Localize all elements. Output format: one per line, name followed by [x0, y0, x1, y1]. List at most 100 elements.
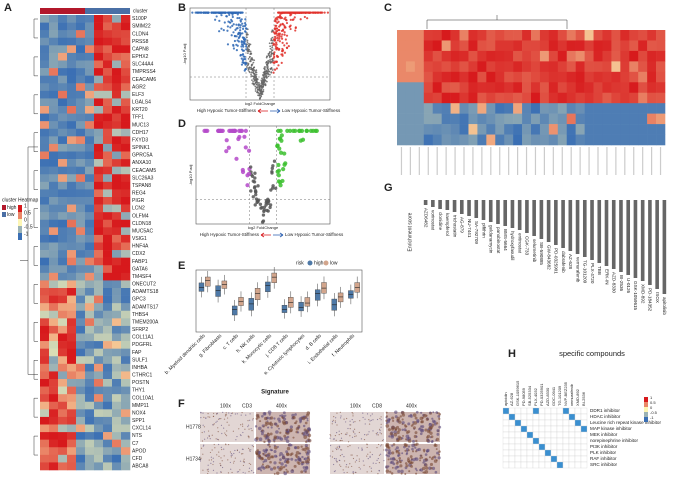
- heatmap-cell: [49, 90, 59, 99]
- column-label: XMD-892: [575, 388, 580, 406]
- ihc-texture: [285, 460, 290, 464]
- matrix-cell: [520, 419, 528, 427]
- ihc-texture: [405, 431, 409, 434]
- dendrogram-branch: [20, 146, 38, 375]
- ihc-texture: [299, 421, 302, 424]
- ihc-texture: [355, 459, 358, 461]
- heatmap-cell: [441, 50, 451, 62]
- heatmap-cell: [638, 103, 648, 114]
- point: [265, 76, 268, 79]
- ihc-texture: [343, 456, 345, 458]
- heatmap-cell: [40, 250, 50, 258]
- ihc-texture: [298, 417, 303, 421]
- ihc-texture: [407, 460, 410, 463]
- heatmap-cell: [76, 189, 86, 198]
- matrix-cell: [526, 461, 534, 469]
- heatmap-cell: [49, 424, 59, 433]
- point: [244, 18, 247, 21]
- matrix-cell: [544, 425, 552, 433]
- ihc-texture: [389, 470, 392, 473]
- point: [288, 128, 293, 133]
- point: [277, 48, 281, 51]
- ihc-texture: [301, 432, 304, 435]
- ihc-texture: [245, 414, 247, 416]
- heatmap-cell: [121, 447, 131, 456]
- ihc-texture: [387, 451, 390, 455]
- gene-label: TSPAN8: [132, 183, 151, 189]
- point: [237, 32, 240, 35]
- point: [249, 189, 253, 193]
- heatmap-cell: [103, 303, 113, 312]
- heatmap-cell: [121, 325, 131, 334]
- ihc-texture: [248, 447, 250, 449]
- point: [263, 71, 266, 73]
- point: [223, 21, 226, 24]
- point: [253, 185, 257, 189]
- point: [194, 11, 197, 14]
- point: [239, 20, 242, 23]
- box: [337, 292, 344, 303]
- point: [310, 11, 314, 14]
- point: [235, 23, 238, 26]
- point: [243, 128, 248, 133]
- point: [255, 71, 258, 74]
- point: [270, 37, 273, 40]
- point: [231, 24, 234, 27]
- heatmap-cell: [49, 143, 59, 152]
- point: [275, 54, 279, 57]
- heatmap-cell: [656, 30, 666, 41]
- matrix-cell: [508, 455, 516, 463]
- heatmap-cell: [121, 333, 131, 342]
- ihc-texture: [415, 472, 418, 475]
- matrix-cell: [520, 431, 528, 439]
- heatmap-cell: [67, 143, 77, 152]
- point: [235, 48, 238, 52]
- ihc-texture: [223, 455, 225, 457]
- ihc-texture: [234, 449, 236, 452]
- heatmap-cell: [513, 92, 523, 104]
- heatmap-cell: [414, 61, 425, 73]
- heatmap-cell: [112, 234, 122, 243]
- heatmap-cell: [539, 40, 550, 52]
- ihc-texture: [207, 416, 209, 418]
- point: [227, 11, 230, 14]
- cluster-bar: [58, 8, 67, 14]
- ihc-texture: [391, 416, 395, 420]
- ihc-texture: [226, 421, 228, 423]
- x-tick-label: SB-590885: [539, 242, 544, 265]
- heatmap-cell: [40, 265, 50, 274]
- ihc-texture: [290, 469, 295, 474]
- ihc-texture: [225, 433, 227, 436]
- point: [274, 35, 277, 38]
- ihc-texture: [338, 430, 340, 432]
- heatmap-cell: [40, 356, 50, 365]
- heatmap-cell: [522, 71, 532, 83]
- point: [266, 209, 270, 213]
- heatmap-cell: [459, 82, 469, 94]
- heatmap-cell: [647, 61, 657, 73]
- heatmap-cell: [611, 92, 621, 104]
- heatmap-cell: [94, 219, 104, 228]
- ihc-texture: [247, 425, 249, 428]
- heatmap-cell: [112, 60, 122, 69]
- heatmap-cell: [575, 113, 585, 125]
- ihc-texture: [229, 451, 232, 453]
- heatmap-cell: [49, 432, 59, 440]
- ihc-texture: [237, 471, 240, 473]
- matrix-cell: [502, 407, 510, 415]
- heatmap-cell: [49, 303, 59, 312]
- ihc-texture: [277, 417, 281, 421]
- ihc-texture: [202, 445, 204, 447]
- point: [255, 81, 258, 84]
- point: [251, 195, 255, 199]
- ihc-texture: [286, 470, 289, 473]
- point: [236, 16, 239, 20]
- ihc-texture: [262, 411, 267, 416]
- heatmap-cell: [76, 257, 86, 266]
- heatmap-cell: [85, 219, 95, 228]
- matrix-cell: [538, 413, 546, 421]
- matrix-cell: [574, 455, 582, 463]
- cluster-bar: [76, 8, 85, 14]
- ihc-texture: [336, 446, 338, 448]
- heatmap-cell: [67, 219, 77, 228]
